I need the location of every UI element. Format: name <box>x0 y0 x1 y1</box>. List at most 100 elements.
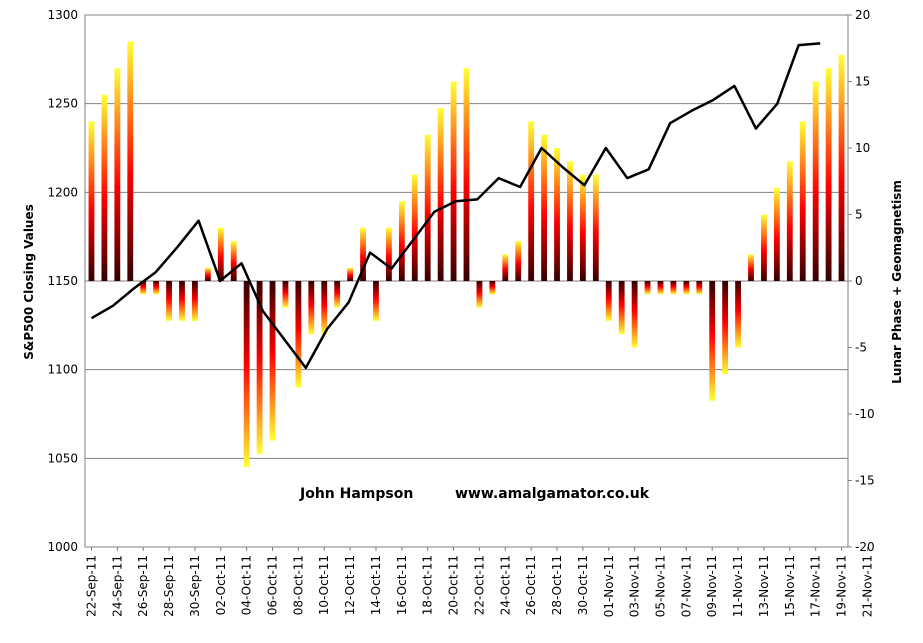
bar <box>592 174 599 281</box>
x-tick-label: 30-Oct-11 <box>576 555 590 615</box>
bar <box>579 174 586 281</box>
left-tick-label: 1200 <box>47 185 78 199</box>
bar <box>683 281 690 295</box>
right-tick-label: 5 <box>855 208 863 222</box>
bar <box>373 281 379 321</box>
x-tick-label: 15-Nov-11 <box>783 555 797 617</box>
right-tick-label: -10 <box>855 407 875 421</box>
bar <box>204 267 211 281</box>
x-tick-label: 03-Nov-11 <box>628 555 642 617</box>
bar <box>631 281 638 348</box>
bar <box>230 241 237 281</box>
bar <box>476 281 483 308</box>
bar <box>722 281 729 375</box>
bar <box>192 281 198 321</box>
x-tick-label: 09-Nov-11 <box>705 555 719 617</box>
bar <box>269 281 276 441</box>
bar <box>385 227 392 281</box>
bar <box>243 281 250 468</box>
right-tick-label: 0 <box>855 274 863 288</box>
bar <box>101 94 108 281</box>
x-tick-label: 13-Nov-11 <box>757 555 771 617</box>
x-tick-label: 22-Sep-11 <box>84 555 98 617</box>
bar <box>799 121 806 282</box>
left-axis-title: S&P500 Closing Values <box>22 204 36 360</box>
bar <box>437 108 444 281</box>
bar <box>153 281 160 295</box>
x-tick-label: 11-Nov-11 <box>731 555 745 617</box>
bar <box>554 148 560 281</box>
bar <box>217 227 224 281</box>
bar <box>114 68 121 281</box>
x-tick-label: 06-Oct-11 <box>266 555 280 615</box>
bar <box>166 281 172 321</box>
bar <box>321 281 328 335</box>
x-tick-label: 12-Oct-11 <box>343 555 357 615</box>
bar <box>567 161 573 281</box>
right-tick-label: -20 <box>855 540 875 554</box>
bar <box>773 187 780 281</box>
bar <box>127 41 134 281</box>
left-tick-label: 1300 <box>47 8 78 22</box>
author-annotation: John Hampson <box>299 486 413 502</box>
bar <box>360 227 366 281</box>
x-tick-label: 24-Sep-11 <box>110 555 124 617</box>
bar <box>670 281 677 295</box>
bar <box>424 134 431 281</box>
bar-series <box>88 41 845 468</box>
x-tick-label: 19-Nov-11 <box>835 555 849 617</box>
bar <box>696 281 703 295</box>
left-tick-label: 1000 <box>47 540 78 554</box>
bar <box>605 281 612 321</box>
bar <box>88 121 95 282</box>
bar <box>489 281 496 295</box>
bar <box>140 281 147 295</box>
sp500-line <box>90 42 821 370</box>
x-tick-label: 08-Oct-11 <box>291 555 305 615</box>
left-axis-ticks: 1000 1050 1100 1150 1200 1250 1300 <box>47 8 78 554</box>
x-tick-label: 04-Oct-11 <box>240 555 254 615</box>
bar <box>761 214 767 281</box>
right-axis-ticks: -20 -15 -10 -5 0 5 10 15 20 <box>848 8 875 554</box>
bar <box>618 281 625 335</box>
bar <box>786 161 793 281</box>
bar <box>825 68 832 281</box>
bar <box>450 81 457 281</box>
x-tick-label: 07-Nov-11 <box>679 555 693 617</box>
bar <box>334 281 341 308</box>
x-tick-label: 01-Nov-11 <box>602 555 616 617</box>
x-tick-label: 10-Oct-11 <box>317 555 331 615</box>
bar <box>347 267 354 281</box>
x-tick-label: 02-Oct-11 <box>214 555 228 615</box>
bar <box>411 174 418 281</box>
bar <box>838 54 845 282</box>
x-tick-label: 26-Oct-11 <box>524 555 538 615</box>
x-tick-label: 28-Oct-11 <box>550 555 564 615</box>
bar <box>657 281 664 295</box>
right-tick-label: 15 <box>855 75 870 89</box>
right-tick-label: -5 <box>855 341 867 355</box>
url-annotation: www.amalgamator.co.uk <box>455 486 650 502</box>
bar <box>709 281 716 401</box>
x-tick-label: 20-Oct-11 <box>447 555 461 615</box>
x-tick-label: 26-Sep-11 <box>136 555 150 617</box>
right-axis-title: Lunar Phase + Geomagnetism <box>890 180 904 384</box>
bar <box>541 134 548 281</box>
x-tick-label: 14-Oct-11 <box>369 555 383 615</box>
x-tick-label: 18-Oct-11 <box>421 555 435 615</box>
x-axis-ticks: 22-Sep-11 24-Sep-11 26-Sep-11 28-Sep-11 30-S… <box>84 547 874 617</box>
bar <box>179 281 185 321</box>
x-tick-label: 24-Oct-11 <box>498 555 512 615</box>
left-tick-label: 1150 <box>47 274 78 288</box>
bar <box>515 241 522 281</box>
bar <box>398 201 405 281</box>
x-tick-label: 21-Nov-11 <box>860 555 874 617</box>
bar <box>295 281 302 388</box>
x-tick-label: 22-Oct-11 <box>472 555 486 615</box>
bar <box>748 254 754 281</box>
bar <box>812 81 819 281</box>
left-tick-label: 1100 <box>47 363 78 377</box>
right-tick-label: 20 <box>855 8 870 22</box>
bar <box>282 281 289 308</box>
